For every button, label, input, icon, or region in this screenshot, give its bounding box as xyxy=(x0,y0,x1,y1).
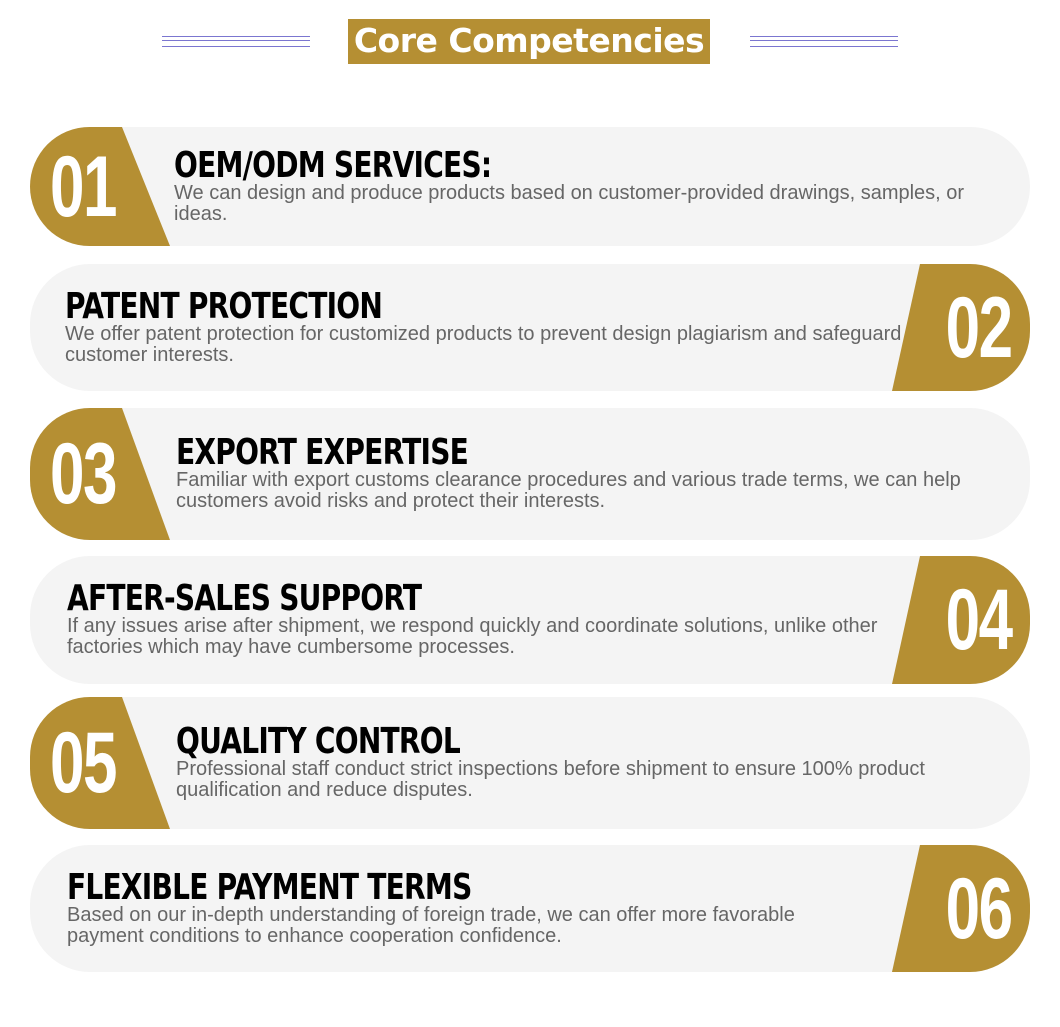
number-badge: 03 xyxy=(30,408,170,540)
number-label: 06 xyxy=(945,860,1013,957)
number-badge: 02 xyxy=(892,264,1030,391)
page-title: Core Competencies xyxy=(348,19,710,64)
competency-card-01: 01 OEM/ODM SERVICES: We can design and pr… xyxy=(30,127,1030,246)
card-description: We offer patent protection for customize… xyxy=(65,322,902,366)
card-title: PATENT PROTECTION xyxy=(65,285,383,327)
competency-card-06: 06 FLEXIBLE PAYMENT TERMS Based on our in… xyxy=(30,845,1030,972)
decorative-line-left xyxy=(162,36,310,47)
card-title: OEM/ODM SERVICES: xyxy=(174,144,492,186)
card-description: We can design and produce products based… xyxy=(174,181,965,225)
number-badge: 04 xyxy=(892,556,1030,684)
number-label: 04 xyxy=(945,572,1013,668)
number-label: 01 xyxy=(50,138,117,235)
competency-card-03: 03 EXPORT EXPERTISE Familiar with export … xyxy=(30,408,1030,540)
card-title: FLEXIBLE PAYMENT TERMS xyxy=(67,866,472,908)
number-badge: 06 xyxy=(892,845,1030,972)
number-badge: 01 xyxy=(30,127,170,246)
number-label: 05 xyxy=(50,715,117,811)
card-title: QUALITY CONTROL xyxy=(176,721,461,762)
card-description: Based on our in-depth understanding of f… xyxy=(67,903,795,947)
card-description: If any issues arise after shipment, we r… xyxy=(67,615,878,658)
competency-card-04: 04 AFTER-SALES SUPPORT If any issues aris… xyxy=(30,556,1030,684)
number-badge: 05 xyxy=(30,697,170,829)
card-title: EXPORT EXPERTISE xyxy=(176,432,469,473)
competency-card-02: 02 PATENT PROTECTION We offer patent prot… xyxy=(30,264,1030,391)
competency-card-05: 05 QUALITY CONTROL Professional staff con… xyxy=(30,697,1030,829)
decorative-line-right xyxy=(750,36,898,47)
card-title: AFTER-SALES SUPPORT xyxy=(67,578,422,619)
number-label: 03 xyxy=(50,426,117,522)
number-label: 02 xyxy=(945,279,1013,376)
card-description: Familiar with export customs clearance p… xyxy=(176,469,961,512)
card-description: Professional staff conduct strict inspec… xyxy=(176,758,925,801)
